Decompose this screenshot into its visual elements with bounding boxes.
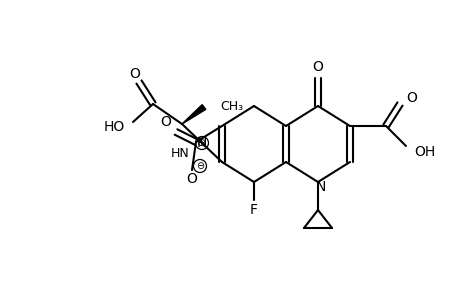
Text: N: N — [315, 180, 325, 194]
Text: O: O — [186, 172, 197, 186]
Text: O: O — [406, 91, 416, 105]
Text: CH₃: CH₃ — [219, 100, 243, 112]
Text: F: F — [249, 203, 257, 217]
Text: OH: OH — [413, 145, 434, 159]
Polygon shape — [182, 105, 205, 124]
Text: O: O — [312, 60, 323, 74]
Text: O: O — [160, 115, 171, 129]
Text: N: N — [196, 136, 207, 150]
Text: HO: HO — [104, 120, 125, 134]
Text: HN: HN — [171, 146, 190, 160]
Text: ⊕: ⊕ — [197, 138, 206, 148]
Text: ⊖: ⊖ — [196, 161, 204, 171]
Text: O: O — [129, 67, 140, 81]
